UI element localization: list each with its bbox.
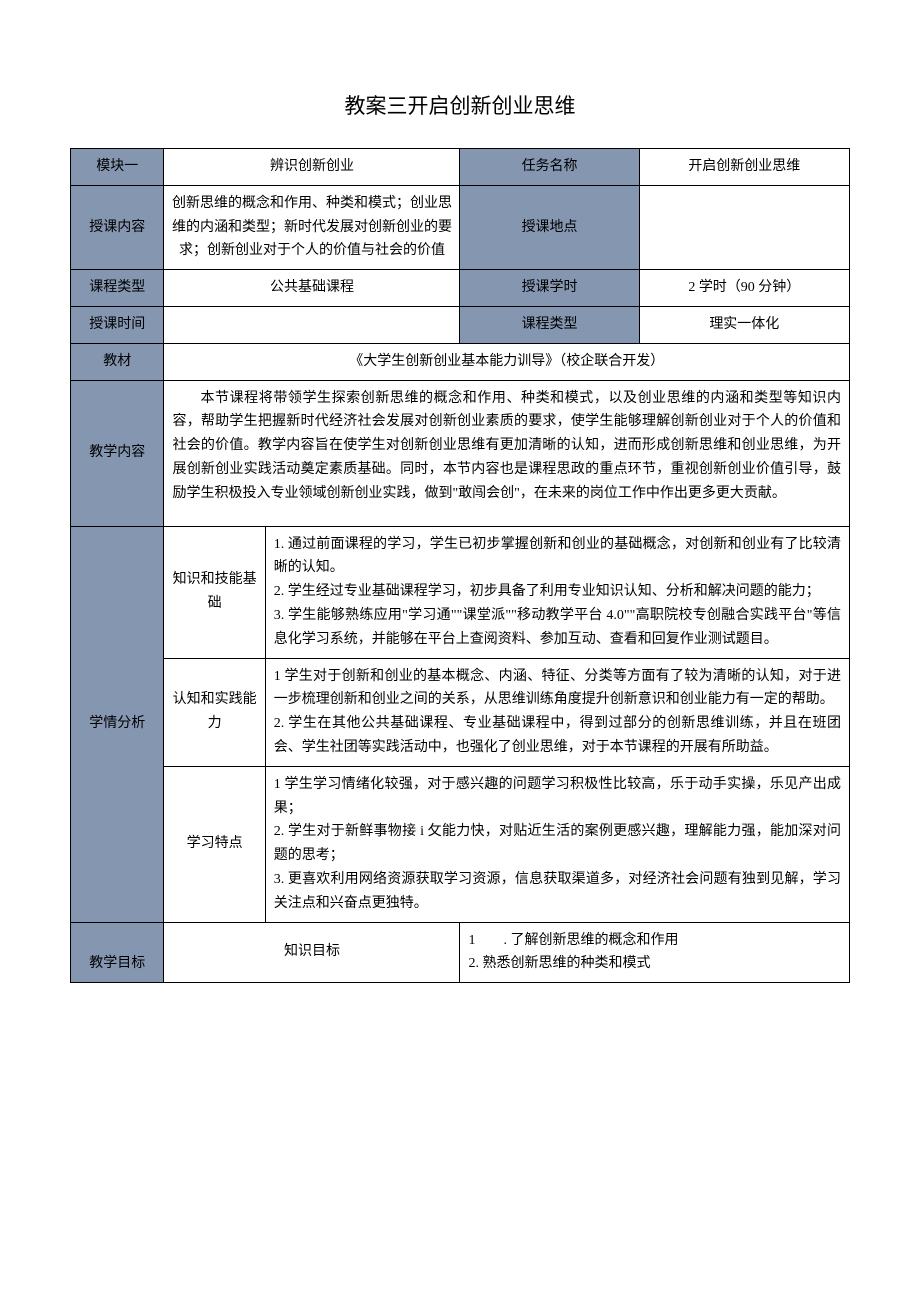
task-name-value: 开启创新创业思维 [639,149,849,186]
knowledge-skill-value: 1. 通过前面课程的学习，学生已初步掌握创新和创业的基础概念，对创新和创业有了比… [265,526,849,658]
table-row: 学习特点 1 学生学习情绪化较强，对于感兴趣的问题学习积极性比较高，乐于动手实操… [71,766,850,922]
table-row: 学情分析 知识和技能基础 1. 通过前面课程的学习，学生已初步掌握创新和创业的基… [71,526,850,658]
table-row: 教材 《大学生创新创业基本能力训导》（校企联合开发） [71,343,850,380]
lesson-plan-table: 模块一 辨识创新创业 任务名称 开启创新创业思维 授课内容 创新思维的概念和作用… [70,148,850,983]
textbook-value: 《大学生创新创业基本能力训导》（校企联合开发） [164,343,850,380]
teaching-place-label: 授课地点 [460,185,639,269]
knowledge-goal-label: 知识目标 [164,922,460,983]
teaching-content-label: 授课内容 [71,185,164,269]
teaching-content-main-label: 教学内容 [71,380,164,526]
table-row: 授课内容 创新思维的概念和作用、种类和模式；创业思维的内涵和类型；新时代发展对创… [71,185,850,269]
textbook-label: 教材 [71,343,164,380]
task-name-label: 任务名称 [460,149,639,186]
knowledge-skill-label: 知识和技能基础 [164,526,265,658]
module-label: 模块一 [71,149,164,186]
table-row: 授课时间 课程类型 理实一体化 [71,306,850,343]
teaching-place-value [639,185,849,269]
teaching-content-main-value: 本节课程将带领学生探索创新思维的概念和作用、种类和模式，以及创业思维的内涵和类型… [164,380,850,526]
table-row: 教学内容 本节课程将带领学生探索创新思维的概念和作用、种类和模式，以及创业思维的… [71,380,850,526]
table-row: 课程类型 公共基础课程 授课学时 2 学时（90 分钟） [71,270,850,307]
table-row: 模块一 辨识创新创业 任务名称 开启创新创业思维 [71,149,850,186]
course-type-value: 公共基础课程 [164,270,460,307]
class-hours-value: 2 学时（90 分钟） [639,270,849,307]
knowledge-goal-value: 1 . 了解创新思维的概念和作用 2. 熟悉创新思维的种类和模式 [460,922,850,983]
cognition-practice-value: 1 学生对于创新和创业的基本概念、内涵、特征、分类等方面有了较为清晰的认知，对于… [265,658,849,766]
cognition-practice-label: 认知和实践能力 [164,658,265,766]
course-type-label: 课程类型 [71,270,164,307]
teaching-time-value [164,306,460,343]
table-row: 认知和实践能力 1 学生对于创新和创业的基本概念、内涵、特征、分类等方面有了较为… [71,658,850,766]
document-title: 教案三开启创新创业思维 [70,90,850,120]
teaching-content-paragraph: 本节课程将带领学生探索创新思维的概念和作用、种类和模式，以及创业思维的内涵和类型… [172,387,841,506]
course-category-value: 理实一体化 [639,306,849,343]
student-analysis-label: 学情分析 [71,526,164,922]
learning-characteristics-value: 1 学生学习情绪化较强，对于感兴趣的问题学习积极性比较高，乐于动手实操，乐见产出… [265,766,849,922]
teaching-content-value: 创新思维的概念和作用、种类和模式；创业思维的内涵和类型；新时代发展对创新创业的要… [164,185,460,269]
table-row: 教学目标 知识目标 1 . 了解创新思维的概念和作用 2. 熟悉创新思维的种类和… [71,922,850,983]
learning-characteristics-label: 学习特点 [164,766,265,922]
module-value: 辨识创新创业 [164,149,460,186]
teaching-time-label: 授课时间 [71,306,164,343]
course-category-label: 课程类型 [460,306,639,343]
teaching-goal-label: 教学目标 [71,922,164,983]
class-hours-label: 授课学时 [460,270,639,307]
